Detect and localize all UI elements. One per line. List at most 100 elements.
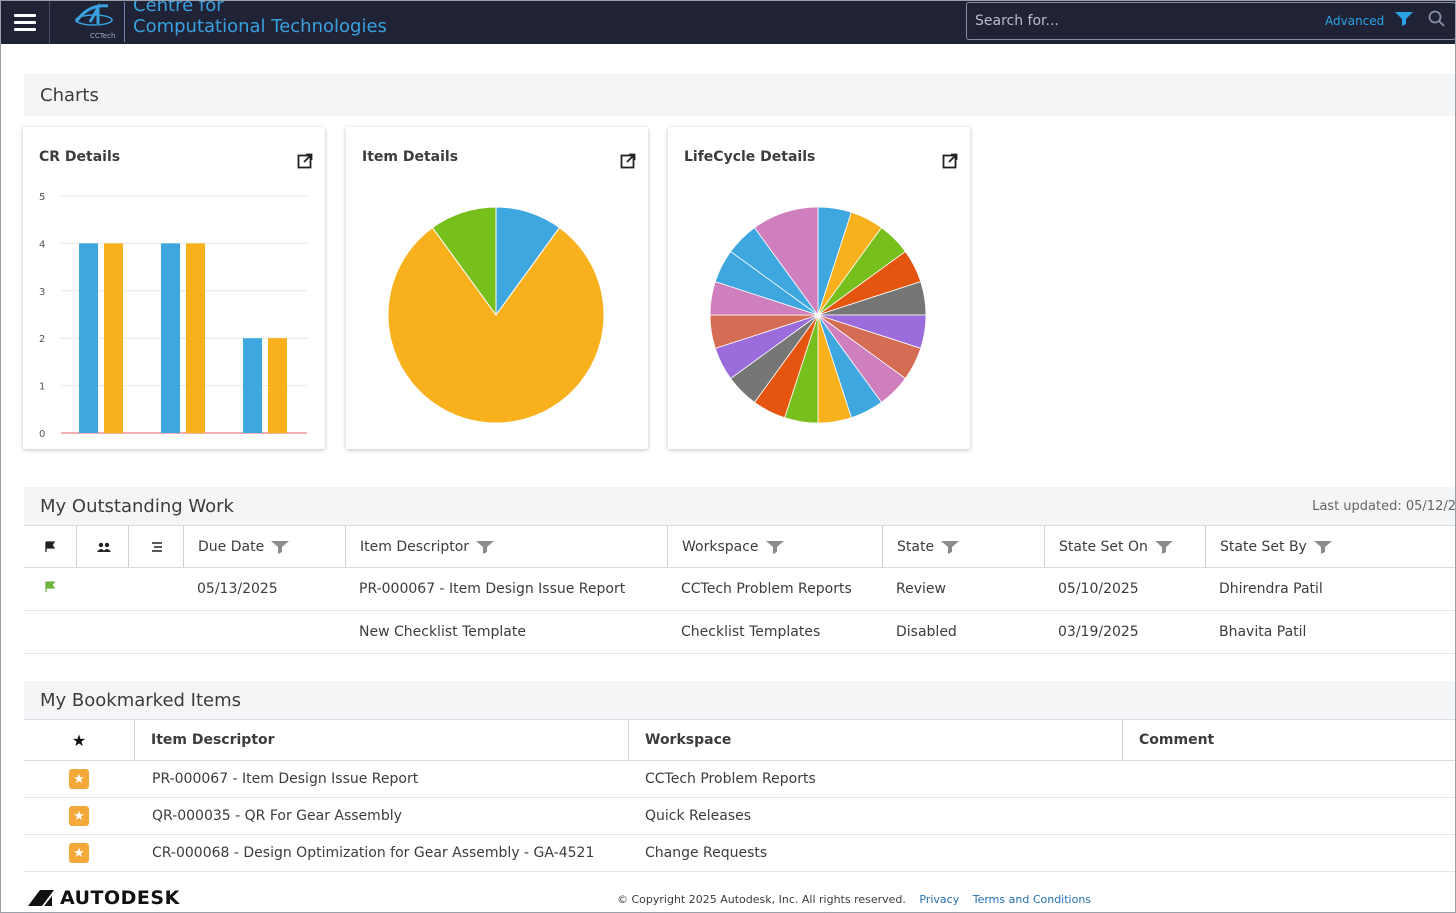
- y-tick-label: 2: [39, 334, 45, 345]
- cr-details-card: CR Details 0 1 2 3 4 5: [23, 127, 325, 449]
- bar: [186, 243, 205, 433]
- filter-icon[interactable]: [940, 539, 960, 555]
- charts-section-title: Charts: [40, 84, 99, 106]
- filter-icon[interactable]: [1313, 539, 1333, 555]
- item-descriptor-column-header[interactable]: Item Descriptor: [345, 526, 667, 567]
- users-icon: [97, 542, 111, 552]
- comment-column-header[interactable]: Comment: [1122, 720, 1456, 760]
- state-cell: Disabled: [882, 610, 1044, 654]
- comment-cell: [1122, 797, 1456, 835]
- filter-icon[interactable]: [475, 539, 495, 555]
- open-external-icon[interactable]: [620, 153, 636, 169]
- outstanding-work-title: My Outstanding Work: [40, 495, 234, 517]
- y-tick-label: 5: [39, 192, 45, 203]
- priority-column-header[interactable]: [128, 526, 183, 567]
- due-date-cell: 05/13/2025: [183, 567, 345, 611]
- bookmark-column-header[interactable]: ★: [24, 720, 134, 760]
- copyright: © Copyright 2025 Autodesk, Inc. All righ…: [617, 893, 1091, 906]
- pie-slice: [387, 226, 605, 424]
- assignee-column-header[interactable]: [76, 526, 128, 567]
- hamburger-icon: [13, 27, 36, 31]
- search-input[interactable]: [975, 13, 1305, 29]
- due-date-column-header[interactable]: Due Date: [183, 526, 345, 567]
- table-row[interactable]: ★ CR-000068 - Design Optimization for Ge…: [24, 834, 1456, 872]
- item-descriptor-link[interactable]: QR-000035 - QR For Gear Assembly: [134, 797, 628, 835]
- flag-column-header[interactable]: [24, 526, 76, 567]
- search-icon[interactable]: [1428, 10, 1446, 32]
- workspace-link[interactable]: CCTech Problem Reports: [667, 567, 882, 611]
- filter-icon[interactable]: [765, 539, 785, 555]
- comment-cell: [1122, 760, 1456, 798]
- column-label: State: [897, 538, 935, 555]
- bookmark-star-icon[interactable]: ★: [69, 806, 89, 826]
- item-details-pie-chart: [387, 206, 605, 424]
- column-label: State Set By: [1220, 538, 1307, 555]
- workspace-column-header[interactable]: Workspace: [628, 720, 1122, 760]
- star-icon: ★: [71, 730, 87, 750]
- privacy-link[interactable]: Privacy: [919, 893, 960, 906]
- bar: [268, 338, 287, 433]
- item-descriptor-column-header[interactable]: Item Descriptor: [134, 720, 628, 760]
- bookmarked-items-title: My Bookmarked Items: [40, 689, 242, 711]
- workspace-link[interactable]: CCTech Problem Reports: [628, 760, 1122, 798]
- filter-icon[interactable]: [1394, 10, 1414, 32]
- search-bar: Advanced: [966, 2, 1456, 40]
- open-external-icon[interactable]: [942, 153, 958, 169]
- state-set-on-cell: 05/10/2025: [1044, 567, 1205, 611]
- bar: [243, 338, 262, 433]
- lifecycle-details-pie-chart: [709, 206, 927, 424]
- filter-icon[interactable]: [270, 539, 290, 555]
- open-external-icon[interactable]: [297, 153, 313, 169]
- y-tick-label: 1: [39, 382, 45, 393]
- state-set-by-link[interactable]: Bhavita Patil: [1205, 610, 1456, 654]
- flag-icon[interactable]: [44, 581, 56, 593]
- menu-button[interactable]: [0, 0, 50, 44]
- bookmarked-items-header: My Bookmarked Items: [24, 681, 1456, 720]
- filter-icon[interactable]: [1154, 539, 1174, 555]
- advanced-search-link[interactable]: Advanced: [1325, 14, 1385, 28]
- brand-name: Centre for Computational Technologies: [133, 0, 387, 37]
- y-tick-label: 3: [39, 287, 45, 298]
- bar: [79, 243, 98, 433]
- bookmarked-items-table: ★ Item Descriptor Workspace Comment ★ PR…: [24, 720, 1456, 872]
- bar: [161, 243, 180, 433]
- item-descriptor-link[interactable]: PR-000067 - Item Design Issue Report: [345, 567, 667, 611]
- copyright-text: © Copyright 2025 Autodesk, Inc. All righ…: [617, 893, 906, 906]
- column-label: Item Descriptor: [151, 732, 275, 748]
- table-row[interactable]: ★ PR-000067 - Item Design Issue Report C…: [24, 760, 1456, 798]
- terms-link[interactable]: Terms and Conditions: [972, 893, 1092, 906]
- y-tick-label: 0: [39, 429, 45, 440]
- comment-cell: [1122, 834, 1456, 872]
- state-set-on-column-header[interactable]: State Set On: [1044, 526, 1205, 567]
- footer: AUTODESK © Copyright 2025 Autodesk, Inc.…: [0, 879, 1456, 913]
- column-label: Item Descriptor: [360, 538, 470, 555]
- workspace-link[interactable]: Change Requests: [628, 834, 1122, 872]
- y-tick-label: 4: [39, 239, 45, 250]
- card-title: Item Details: [362, 149, 459, 165]
- workspace-link[interactable]: Quick Releases: [628, 797, 1122, 835]
- state-set-by-link[interactable]: Dhirendra Patil: [1205, 567, 1456, 611]
- state-column-header[interactable]: State: [882, 526, 1044, 567]
- autodesk-mark-icon: [28, 890, 54, 906]
- top-bar: CCTech Centre for Computational Technolo…: [0, 0, 1456, 44]
- item-descriptor-link[interactable]: PR-000067 - Item Design Issue Report: [134, 760, 628, 798]
- table-row[interactable]: 05/13/2025 PR-000067 - Item Design Issue…: [24, 567, 1456, 611]
- item-descriptor-link[interactable]: New Checklist Template: [345, 610, 667, 654]
- bookmark-star-icon[interactable]: ★: [69, 843, 89, 863]
- charts-section-header: Charts: [24, 74, 1456, 116]
- workspace-column-header[interactable]: Workspace: [667, 526, 882, 567]
- item-descriptor-link[interactable]: CR-000068 - Design Optimization for Gear…: [134, 834, 628, 872]
- logo-divider: [124, 2, 125, 42]
- bookmark-star-icon[interactable]: ★: [69, 769, 89, 789]
- table-row[interactable]: New Checklist Template Checklist Templat…: [24, 610, 1456, 654]
- column-label: Due Date: [198, 538, 265, 555]
- brand-line-1: Centre for: [133, 0, 224, 16]
- table-row[interactable]: ★ QR-000035 - QR For Gear Assembly Quick…: [24, 797, 1456, 835]
- card-title: CR Details: [39, 149, 121, 165]
- column-label: State Set On: [1059, 538, 1148, 555]
- hamburger-icon: [13, 13, 36, 17]
- state-set-by-column-header[interactable]: State Set By: [1205, 526, 1456, 567]
- state-cell: Review: [882, 567, 1044, 611]
- workspace-link[interactable]: Checklist Templates: [667, 610, 882, 654]
- pie-slice: [431, 206, 497, 317]
